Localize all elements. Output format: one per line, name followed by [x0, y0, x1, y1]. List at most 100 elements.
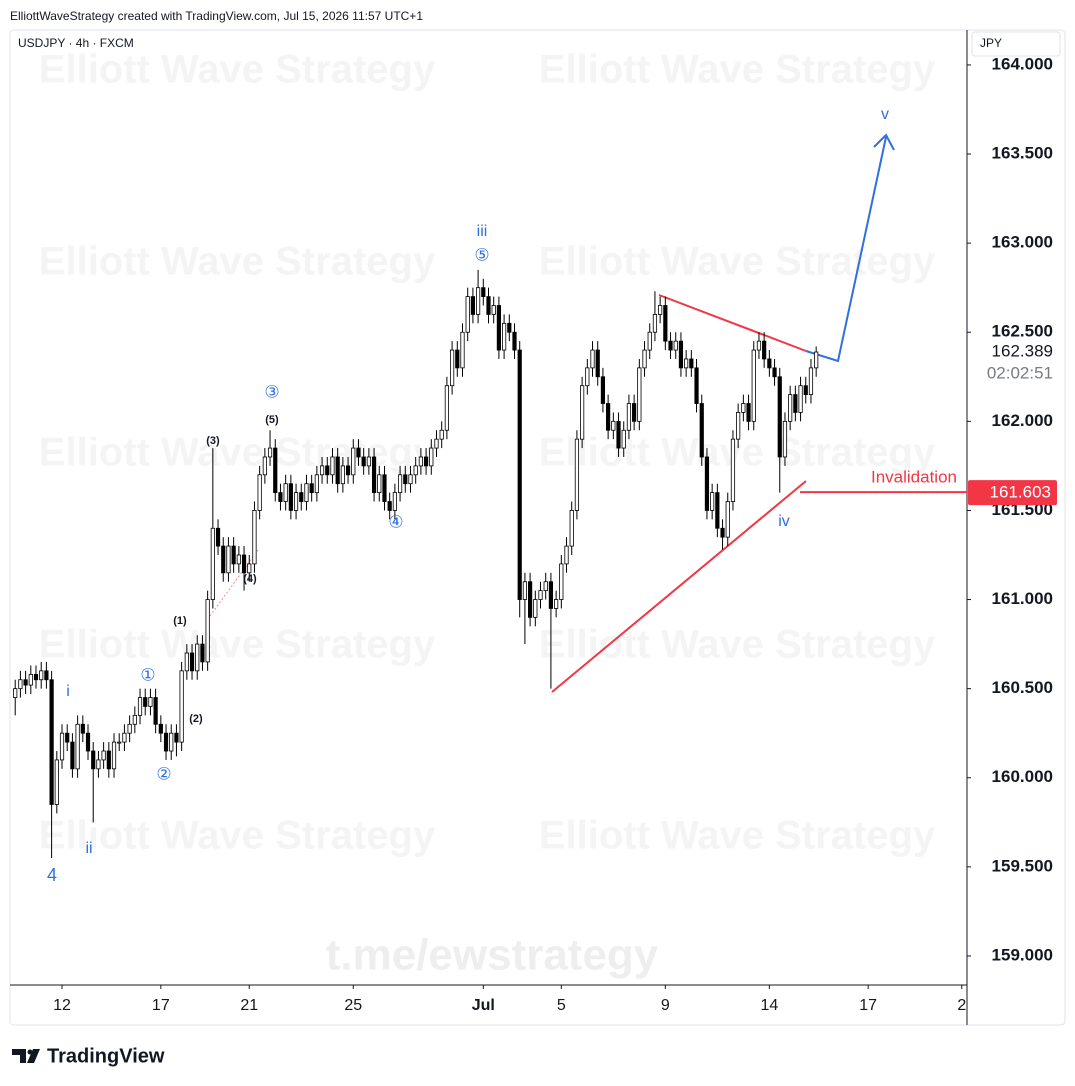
- candle-body: [44, 670, 49, 681]
- candle-body: [247, 563, 252, 574]
- candle-body: [91, 750, 96, 770]
- invalidation-price: 161.603: [990, 483, 1051, 502]
- candle-body: [725, 501, 730, 538]
- candle-body: [741, 403, 746, 413]
- candle-body: [475, 287, 481, 315]
- candle-body: [210, 527, 215, 600]
- x-tick-label: 2: [957, 997, 966, 1014]
- candle-body: [699, 403, 704, 458]
- candle-body: [611, 420, 616, 431]
- candle-body: [606, 403, 611, 431]
- candle-body: [798, 385, 803, 413]
- triangle-lower: [551, 480, 807, 693]
- candle-body: [444, 385, 449, 431]
- candle-body: [715, 492, 720, 529]
- watermark: Elliott Wave Strategy: [39, 623, 436, 667]
- wave-label: 4: [47, 865, 57, 885]
- header: ElliottWaveStrategy created with Trading…: [10, 9, 423, 23]
- candle-body: [803, 385, 808, 396]
- candle-body: [382, 474, 387, 502]
- candle-body: [85, 732, 91, 752]
- candle-body: [642, 349, 647, 369]
- x-tick-label: 5: [557, 997, 566, 1014]
- candle-body: [673, 340, 678, 351]
- candle-body: [252, 510, 257, 565]
- candle-body: [18, 679, 23, 690]
- wave-label: ii: [85, 840, 92, 857]
- candle-body: [720, 527, 725, 538]
- candle-body: [434, 438, 439, 449]
- candle-body: [481, 287, 486, 297]
- candle-body: [663, 305, 668, 342]
- candle-body: [387, 501, 392, 511]
- candle-body: [106, 750, 111, 770]
- candle-body: [486, 296, 491, 315]
- candle-body: [127, 723, 132, 734]
- candle-body: [283, 483, 288, 502]
- watermarks: Elliott Wave Strategy Elliott Wave Strat…: [39, 48, 936, 980]
- y-tick-label: 164.000: [992, 54, 1053, 73]
- wave-label: (2): [189, 713, 203, 725]
- candle-body: [65, 732, 70, 743]
- candle-body: [278, 492, 283, 502]
- candle-body: [299, 492, 304, 502]
- wave-label: ②: [156, 764, 171, 783]
- y-tick-label: 159.500: [992, 856, 1053, 875]
- candle-body: [33, 673, 39, 681]
- currency-box[interactable]: [971, 31, 1061, 57]
- watermark: Elliott Wave Strategy: [539, 814, 936, 858]
- watermark: Elliott Wave Strategy: [39, 48, 436, 92]
- candle-body: [132, 714, 137, 725]
- wave-label: (5): [265, 414, 279, 426]
- candle-body: [397, 474, 403, 494]
- candle-body: [366, 456, 371, 467]
- candle-body: [288, 483, 293, 511]
- candle-body: [418, 456, 423, 467]
- candle-body: [512, 331, 517, 351]
- candle-body: [403, 474, 408, 485]
- candle-body: [226, 545, 231, 574]
- currency: JPY: [980, 36, 1002, 50]
- brand: TradingView: [47, 1045, 165, 1067]
- watermark: Elliott Wave Strategy: [539, 240, 936, 284]
- candle-body: [429, 447, 434, 467]
- candle-body: [80, 723, 85, 734]
- candle-body: [101, 750, 106, 761]
- invalidation-label: Invalidation: [871, 468, 957, 487]
- candle-body: [777, 376, 782, 458]
- candle-body: [356, 447, 361, 458]
- candle-body: [694, 367, 699, 404]
- candle-body: [423, 456, 429, 467]
- candle-body: [678, 340, 684, 369]
- candle-body: [314, 474, 319, 494]
- candle-body: [23, 679, 28, 686]
- candle-body: [143, 697, 148, 707]
- candle-body: [616, 420, 621, 449]
- candle-body: [340, 465, 345, 485]
- footer-watermark: t.me/ewstrategy: [326, 931, 659, 980]
- candle-body: [371, 456, 377, 494]
- symbol-title: USDJPY · 4h · FXCM: [18, 36, 134, 50]
- invalidation-price-box: [968, 480, 1057, 506]
- candle-body: [189, 652, 195, 672]
- candle-body: [117, 741, 122, 744]
- candle-body: [449, 349, 455, 387]
- candle-body: [782, 420, 788, 458]
- candle-body: [377, 474, 382, 494]
- watermark: Elliott Wave Strategy: [539, 48, 936, 92]
- candle-body: [502, 322, 507, 351]
- candle-body: [507, 322, 512, 333]
- candle-body: [169, 732, 174, 752]
- x-tick-label: 12: [53, 997, 71, 1014]
- candle-body: [496, 305, 502, 351]
- candle-body: [59, 732, 65, 761]
- x-tick-label: 21: [240, 997, 258, 1014]
- candle-body: [746, 403, 751, 422]
- candle-body: [730, 438, 736, 502]
- candle-body: [28, 673, 33, 686]
- watermark: Elliott Wave Strategy: [39, 240, 436, 284]
- candle-body: [710, 492, 715, 511]
- candle-body: [808, 367, 814, 396]
- candle-body: [184, 652, 189, 672]
